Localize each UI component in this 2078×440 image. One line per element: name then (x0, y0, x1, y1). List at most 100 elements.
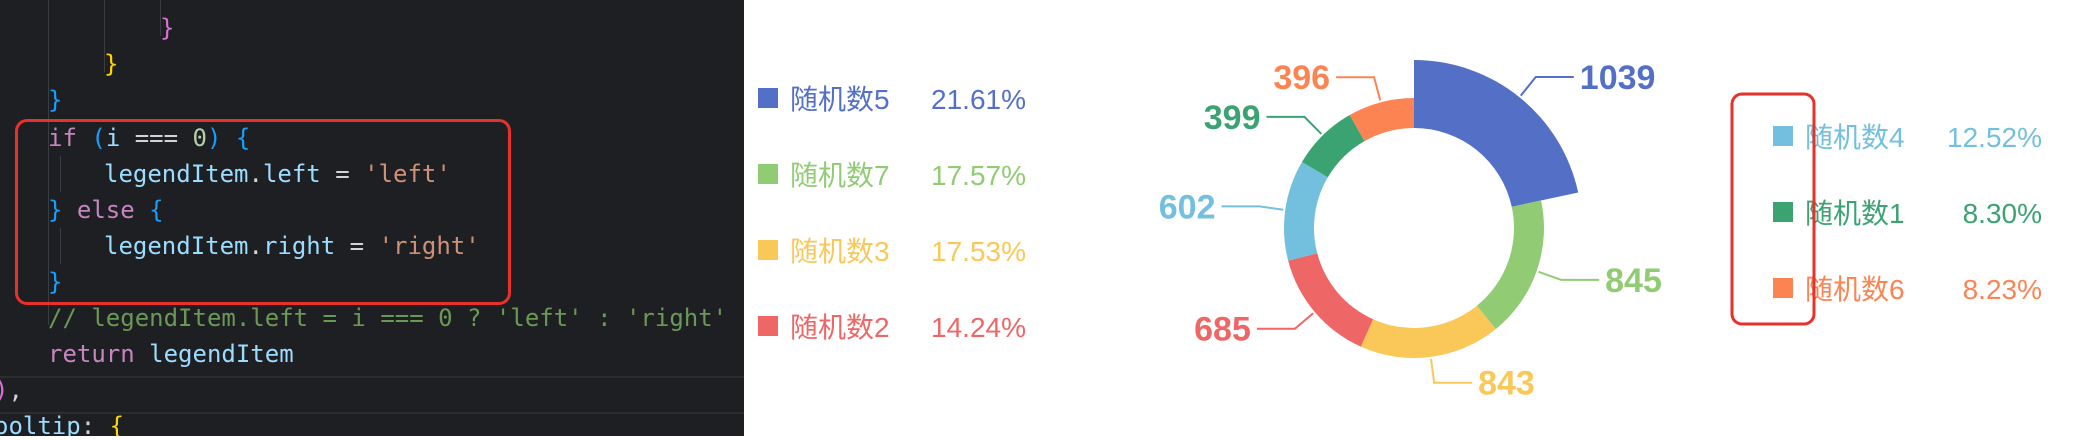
legend-label: 随机数7 (790, 160, 890, 191)
code-token: { (149, 196, 164, 224)
donut-slice-随机数7 (1476, 200, 1544, 330)
legend-percent: 17.57% (931, 160, 1026, 191)
legend-swatch (1773, 126, 1793, 146)
legend-swatch (758, 316, 778, 336)
leader-line (1266, 115, 1323, 135)
code-token: legendItem (149, 340, 294, 368)
code-line: ), (0, 372, 23, 408)
code-token (221, 124, 235, 152)
legend-percent: 8.30% (1963, 198, 2042, 229)
leader-line (1221, 205, 1284, 211)
code-token: 'right' (378, 232, 480, 260)
code-token: return (48, 340, 135, 368)
code-token: 'left' (364, 160, 451, 188)
leader-line (1519, 75, 1574, 97)
code-line: } else { (48, 192, 164, 228)
legend-label: 随机数3 (790, 236, 890, 267)
code-token: ) (0, 376, 8, 404)
indent-guide (60, 228, 61, 264)
indent-guide (48, 0, 49, 325)
code-token: } (48, 196, 63, 224)
code-token: 0 (192, 124, 207, 152)
code-line: legendItem.right = 'right' (104, 228, 480, 264)
data-label: 1039 (1580, 59, 1656, 97)
code-token: . (248, 232, 263, 260)
code-token: , (8, 376, 23, 404)
code-line: // legendItem.left = i === 0 ? 'left' : … (48, 300, 727, 336)
data-label: 843 (1478, 365, 1535, 403)
code-token: else (76, 196, 135, 224)
leader-line (1538, 270, 1600, 281)
code-token (62, 196, 76, 224)
legend-swatch (1773, 202, 1793, 222)
data-label: 602 (1159, 188, 1216, 226)
legend-percent: 14.24% (931, 312, 1026, 343)
donut-chart: 1039 845 843 685 602 399 396 随机数5 21.61% 随机数7 17.5… (758, 59, 2042, 403)
code-line: ooltip: { (0, 408, 124, 436)
code-token: ( (91, 124, 106, 152)
code-token: right (262, 232, 336, 260)
legend-label: 随机数6 (1805, 274, 1905, 305)
legend-percent: 12.52% (1947, 122, 2042, 153)
donut-slice-随机数6 (1349, 98, 1414, 142)
code-token: ) (206, 124, 222, 152)
code-line: return legendItem (48, 336, 294, 372)
legend-percent: 17.53% (931, 236, 1026, 267)
code-token: left (262, 160, 321, 188)
code-token: } (48, 268, 63, 296)
code-token: = (335, 232, 379, 260)
legend-swatch (758, 88, 778, 108)
donut-slice-随机数1 (1301, 115, 1365, 178)
donut-slice-随机数4 (1284, 162, 1328, 261)
code-token: legendItem (104, 160, 249, 188)
code-token: i (105, 124, 121, 152)
code-line: } (48, 82, 62, 118)
indent-guide (160, 0, 161, 36)
code-token: legendItem (104, 232, 249, 260)
leader-line (1256, 312, 1314, 330)
code-token: // legendItem.left = i === 0 ? 'left' : … (48, 304, 728, 332)
code-token: { (109, 412, 125, 436)
data-label: 685 (1194, 311, 1251, 349)
legend-percent: 21.61% (931, 84, 1026, 115)
code-token (135, 196, 149, 224)
leader-line (1430, 358, 1473, 384)
code-token (77, 124, 91, 152)
code-line: legendItem.left = 'left' (104, 156, 451, 192)
donut-slice-随机数5 (1414, 60, 1579, 207)
code-token: = (320, 160, 365, 188)
chart-panel: 1039 845 843 685 602 399 396 随机数5 21.61% 随机数7 17.5… (744, 0, 2078, 436)
code-token: { (235, 124, 251, 152)
code-token: } (48, 86, 63, 114)
indent-guide (60, 156, 61, 192)
editor-separator (0, 376, 744, 378)
code-token: === (120, 124, 193, 152)
code-token: if (48, 124, 77, 152)
legend-label: 随机数2 (790, 312, 890, 343)
code-token: } (104, 50, 119, 78)
legend-label: 随机数4 (1805, 122, 1905, 153)
code-line: if (i === 0) { (48, 120, 250, 156)
legend-label: 随机数1 (1805, 198, 1905, 229)
indent-guide (104, 0, 105, 72)
data-label: 396 (1273, 59, 1330, 97)
code-token: } (160, 14, 175, 42)
legend-label: 随机数5 (790, 84, 890, 115)
leader-line (1336, 76, 1382, 101)
code-token: ooltip (0, 412, 81, 436)
editor-separator (0, 412, 744, 414)
legend-swatch (758, 164, 778, 184)
code-line: } (104, 46, 118, 82)
donut-slice-随机数2 (1288, 253, 1374, 347)
legend-swatch (758, 240, 778, 260)
code-token: . (248, 160, 263, 188)
donut-slice-随机数3 (1360, 305, 1496, 358)
legend-highlight-box (1730, 92, 1816, 326)
code-token: : (80, 412, 110, 436)
data-label: 845 (1605, 262, 1662, 300)
code-token (135, 340, 149, 368)
legend-percent: 8.23% (1963, 274, 2042, 305)
code-highlight-box (15, 119, 511, 305)
legend-swatch (1773, 278, 1793, 298)
code-line: } (160, 10, 174, 46)
